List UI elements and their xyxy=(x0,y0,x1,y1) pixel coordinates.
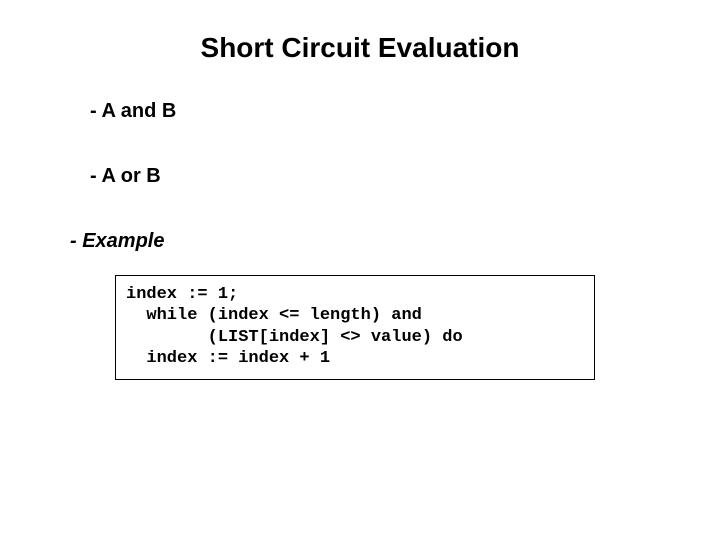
bullet-a-and-b: - A and B xyxy=(90,100,176,123)
bullet-a-or-b: - A or B xyxy=(90,165,161,188)
code-example: index := 1; while (index <= length) and … xyxy=(126,284,584,369)
slide-title: Short Circuit Evaluation xyxy=(0,32,720,64)
bullet-example: - Example xyxy=(70,230,164,253)
slide: Short Circuit Evaluation - A and B - A o… xyxy=(0,0,720,540)
code-example-box: index := 1; while (index <= length) and … xyxy=(115,275,595,380)
